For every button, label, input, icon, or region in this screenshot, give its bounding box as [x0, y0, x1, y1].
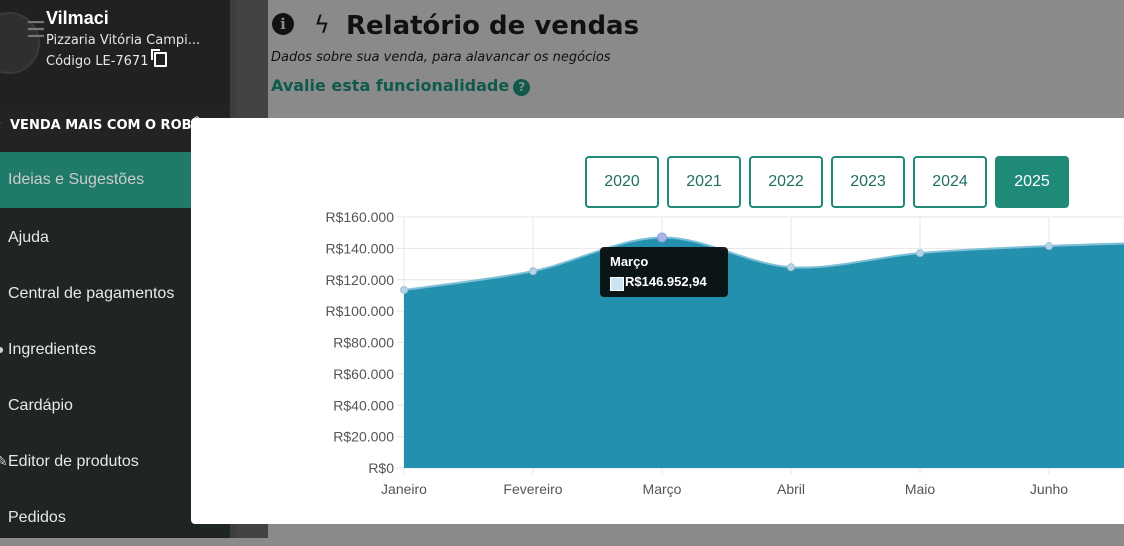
sidebar-item-label: Ingredientes — [8, 341, 97, 358]
rate-link-label: Avalie esta funcionalidade — [271, 76, 510, 95]
year-button-2021[interactable]: 2021 — [667, 156, 741, 208]
y-tick-label: R$100.000 — [325, 303, 394, 319]
year-button-2025[interactable]: 2025 — [995, 156, 1069, 208]
y-tick-label: R$120.000 — [325, 272, 394, 288]
sidebar-item-label: Ajuda — [8, 229, 49, 246]
sidebar-item-editor[interactable]: ✎ Editor de produtos — [0, 434, 230, 490]
x-tick-label: Janeiro — [381, 481, 427, 497]
editor-icon: ✎ — [0, 453, 8, 469]
question-circle-icon[interactable]: ? — [513, 79, 531, 96]
sales-area — [404, 237, 1124, 468]
sidebar-item-label: Pedidos — [8, 509, 66, 526]
x-tick-label: Maio — [905, 481, 936, 497]
data-points — [400, 232, 1053, 294]
data-point-fevereiro[interactable] — [529, 267, 537, 276]
x-tick-label: Abril — [777, 481, 805, 497]
year-button-2023[interactable]: 2023 — [831, 156, 905, 208]
store-name: Vilmaci — [46, 8, 109, 28]
store-avatar-icon: ☰ — [26, 18, 46, 43]
y-tick-label: R$160.000 — [325, 209, 394, 225]
chart-tooltip: Março R$146.952,94 — [600, 247, 728, 297]
tooltip-value: R$146.952,94 — [625, 274, 707, 289]
store-subtitle: Pizzaria Vitória Campi... — [46, 33, 201, 48]
copy-icon[interactable] — [151, 49, 168, 67]
info-circle-icon[interactable]: i — [272, 13, 294, 35]
sidebar-item-label: Editor de produtos — [8, 453, 139, 470]
sidebar-item-label: Cardápio — [8, 397, 73, 414]
y-tick-label: R$20.000 — [333, 429, 394, 445]
data-point-janeiro[interactable] — [400, 285, 408, 294]
sidebar-item-pagamentos[interactable]: Central de pagamentos — [0, 266, 230, 322]
store-code-text: Código LE-7671 — [46, 54, 149, 69]
y-tick-label: R$80.000 — [333, 335, 394, 351]
sidebar-item-ingredientes[interactable]: ● Ingredientes — [0, 322, 230, 378]
tooltip-title: Março — [610, 254, 649, 269]
page-title: Relatório de vendas — [346, 11, 640, 41]
x-tick-label: Março — [643, 481, 682, 497]
year-button-2024[interactable]: 2024 — [913, 156, 987, 208]
robot-icon: ◐ — [0, 117, 4, 132]
y-axis: R$0 R$20.000 R$40.000 R$60.000 R$80.000 R$100… — [325, 209, 394, 476]
x-axis: Janeiro Fevereiro Março Abril Maio Junho — [381, 481, 1068, 497]
bolt-icon: ϟ — [314, 11, 330, 39]
year-button-2022[interactable]: 2022 — [749, 156, 823, 208]
ingredients-icon: ● — [0, 341, 5, 357]
y-tick-label: R$60.000 — [333, 366, 394, 382]
sidebar-item-cardapio[interactable]: Cardápio — [0, 378, 230, 434]
data-point-maio[interactable] — [916, 249, 924, 258]
data-point-março[interactable] — [657, 232, 667, 243]
x-tick-label: Fevereiro — [503, 481, 562, 497]
data-point-abril[interactable] — [787, 263, 795, 272]
year-button-2020[interactable]: 2020 — [585, 156, 659, 208]
y-tick-label: R$140.000 — [325, 240, 394, 256]
sidebar-item-label: Ideias e Sugestões — [8, 171, 145, 188]
sidebar-item-ajuda[interactable]: Ajuda — [0, 210, 230, 266]
y-tick-label: R$0 — [368, 460, 394, 476]
rate-feature-link[interactable]: Avalie esta funcionalidade? — [271, 76, 531, 96]
page-subtitle: Dados sobre sua venda, para alavancar os… — [271, 50, 611, 65]
sidebar-item-pedidos[interactable]: Pedidos — [0, 490, 230, 546]
x-tick-label: Junho — [1030, 481, 1068, 497]
store-code: Código LE-7671 — [46, 49, 168, 69]
y-tick-label: R$40.000 — [333, 397, 394, 413]
data-point-junho[interactable] — [1045, 242, 1053, 251]
sidebar-item-label: Central de pagamentos — [8, 285, 175, 302]
robot-banner-label: VENDA MAIS COM O ROBÔ — [10, 118, 203, 133]
tooltip-swatch — [610, 277, 624, 291]
